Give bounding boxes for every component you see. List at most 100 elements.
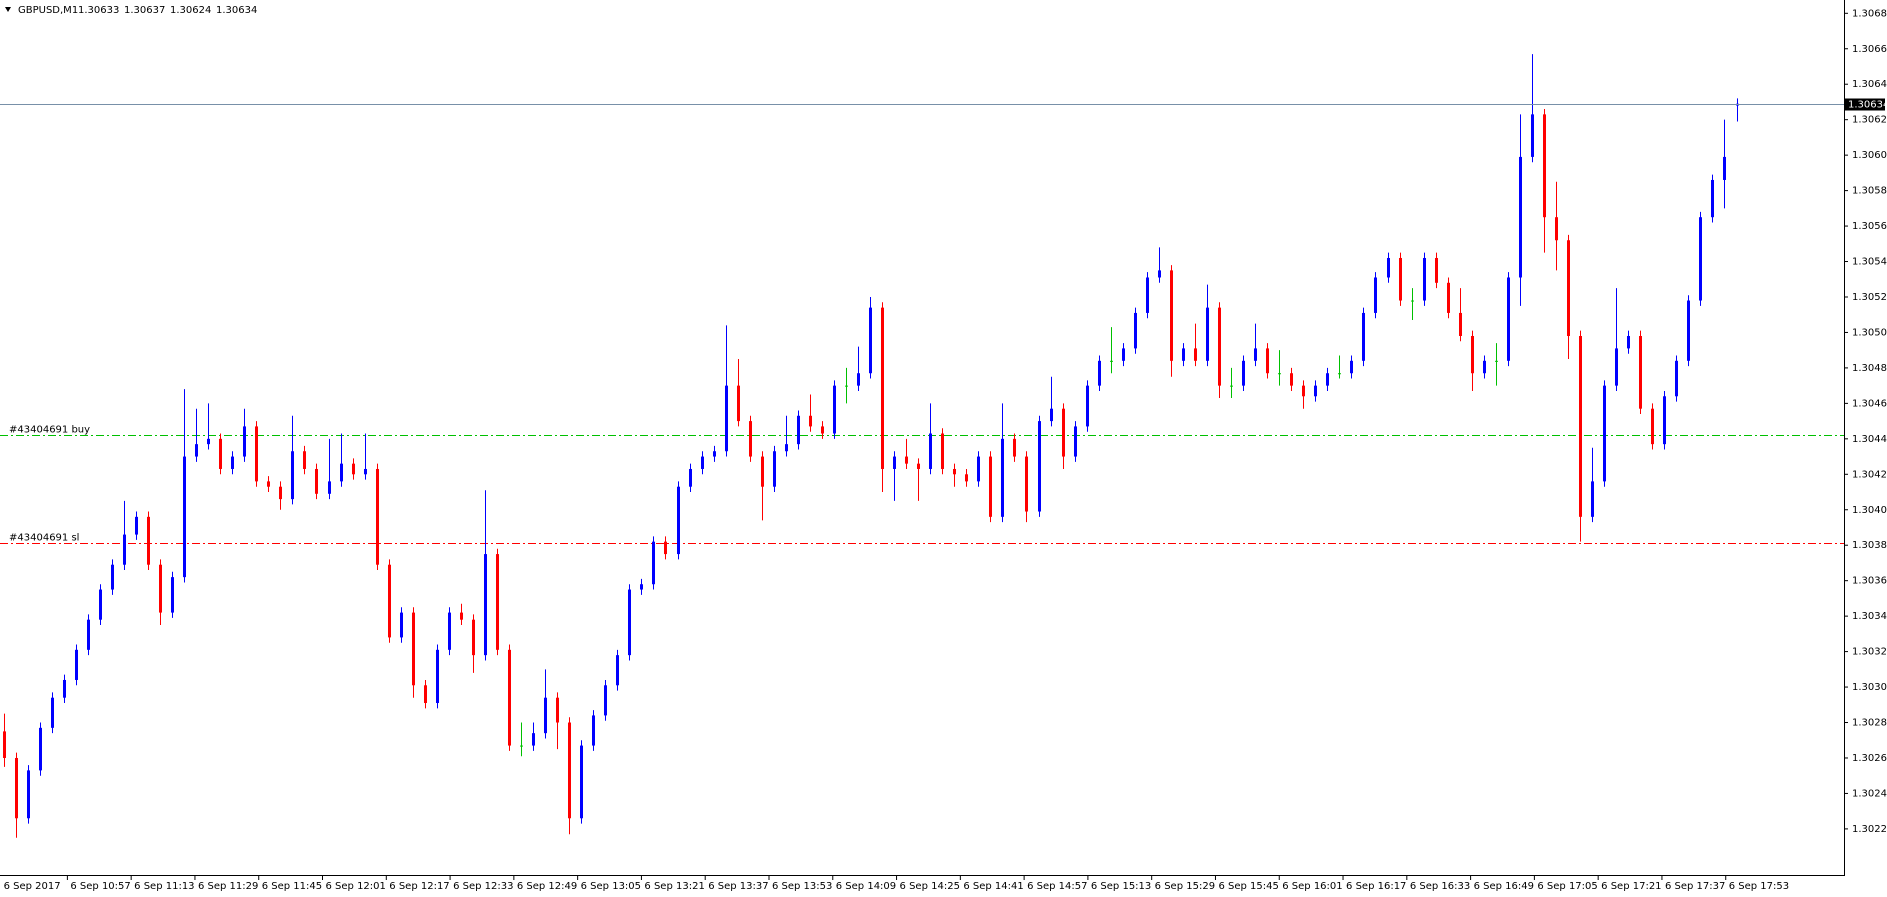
candles <box>3 54 1739 838</box>
candle-body <box>977 456 980 482</box>
candle-body <box>1074 426 1077 457</box>
candle-body <box>39 727 42 771</box>
x-tick-label: 6 Sep 17:37 <box>1665 881 1725 892</box>
x-tick-label: 6 Sep 16:17 <box>1346 881 1406 892</box>
candle-body <box>1615 348 1618 386</box>
candle-body <box>893 456 896 469</box>
x-tick-label: 6 Sep 12:17 <box>389 881 449 892</box>
header-close: 1.30634 <box>216 5 257 16</box>
candle-body <box>460 612 463 620</box>
x-tick-label: 6 Sep 16:49 <box>1474 881 1534 892</box>
candle-body <box>953 468 956 475</box>
candle-body <box>1362 312 1365 361</box>
candle-body <box>1627 335 1630 349</box>
candle-body <box>1050 408 1053 422</box>
candle-body <box>1639 335 1642 409</box>
candle-body <box>1206 307 1209 361</box>
candle-body <box>1170 270 1173 361</box>
order-line-label: #43404691 buy <box>9 425 90 436</box>
collapse-arrow[interactable] <box>5 7 11 12</box>
candle-body <box>965 474 968 482</box>
y-tick-label: 1.30245 <box>1852 788 1887 799</box>
candle-body <box>737 385 740 422</box>
candle-body <box>821 426 824 434</box>
y-tick-label: 1.30485 <box>1852 363 1887 374</box>
candle-body <box>412 612 415 686</box>
candle-body <box>1675 360 1678 397</box>
candle-body <box>1326 373 1329 386</box>
candle-body <box>388 564 391 638</box>
candle-body <box>532 733 535 746</box>
y-tick-label: 1.30625 <box>1852 115 1887 126</box>
candle-body <box>749 421 752 457</box>
candle-body <box>243 426 246 457</box>
candle-body <box>917 463 920 469</box>
candle-body <box>1146 277 1149 313</box>
candle-body <box>1531 114 1534 157</box>
candle-body <box>1266 348 1269 374</box>
y-tick-label: 1.30565 <box>1852 221 1887 232</box>
candle-body <box>1098 360 1101 386</box>
candle-body <box>809 415 812 427</box>
x-tick-label: 6 Sep 16:33 <box>1410 881 1470 892</box>
candle-body <box>640 584 643 590</box>
candle-body <box>1338 373 1341 375</box>
candle-body <box>1411 300 1414 302</box>
candle-body <box>267 481 270 487</box>
x-tick-label: 6 Sep 17:05 <box>1537 881 1597 892</box>
x-tick-label: 6 Sep 13:37 <box>708 881 768 892</box>
y-tick-label: 1.30305 <box>1852 682 1887 693</box>
y-tick-label: 1.30445 <box>1852 434 1887 445</box>
y-tick-label: 1.30665 <box>1852 44 1887 55</box>
x-tick-label: 6 Sep 14:41 <box>963 881 1023 892</box>
x-tick-label: 6 Sep 14:57 <box>1027 881 1087 892</box>
candle-body <box>364 468 367 475</box>
candle-body <box>111 564 114 590</box>
candle-body <box>1230 385 1233 387</box>
candle-body <box>1495 360 1498 362</box>
candle-body <box>1194 348 1197 361</box>
candle-body <box>15 757 18 819</box>
candle-body <box>1314 385 1317 397</box>
candle-body <box>1038 421 1041 512</box>
candle-body <box>1001 438 1004 517</box>
candle-body <box>1302 385 1305 397</box>
y-tick-label: 1.30365 <box>1852 576 1887 587</box>
candle-body <box>869 307 872 374</box>
x-tick-label: 6 Sep 11:29 <box>198 881 258 892</box>
y-tick-label: 1.30285 <box>1852 718 1887 729</box>
candle-body <box>376 468 379 565</box>
candle-body <box>833 385 836 434</box>
candle-body <box>725 385 728 452</box>
current-price-tag <box>1845 98 1885 111</box>
candle-body <box>628 589 631 656</box>
candle-body <box>99 589 102 620</box>
candle-body <box>340 463 343 482</box>
candle-body <box>1158 270 1161 278</box>
x-tick-label: 6 Sep 11:13 <box>134 881 194 892</box>
x-tick-label: 6 Sep 11:45 <box>262 881 322 892</box>
candle-body <box>315 468 318 494</box>
candle-body <box>207 438 210 445</box>
candle-body <box>436 649 439 704</box>
symbol-label: GBPUSD,M1 <box>18 5 78 16</box>
y-tick-label: 1.30585 <box>1852 186 1887 197</box>
candle-body <box>1651 408 1654 445</box>
candle-body <box>1387 257 1390 278</box>
candle-body <box>1471 335 1474 374</box>
y-tick-label: 1.30225 <box>1852 824 1887 835</box>
candle-body <box>1254 348 1257 361</box>
candle-body <box>496 554 499 650</box>
candle-body <box>63 679 66 698</box>
candle-body <box>484 554 487 656</box>
candle-body <box>1374 277 1377 313</box>
candle-body <box>797 415 800 445</box>
candle-body <box>580 745 583 819</box>
candle-body <box>1086 385 1089 427</box>
candle-body <box>27 770 30 819</box>
x-tick-label: 6 Sep 13:21 <box>644 881 704 892</box>
candle-body <box>1025 456 1028 512</box>
x-tick-label: 6 Sep 14:25 <box>900 881 960 892</box>
